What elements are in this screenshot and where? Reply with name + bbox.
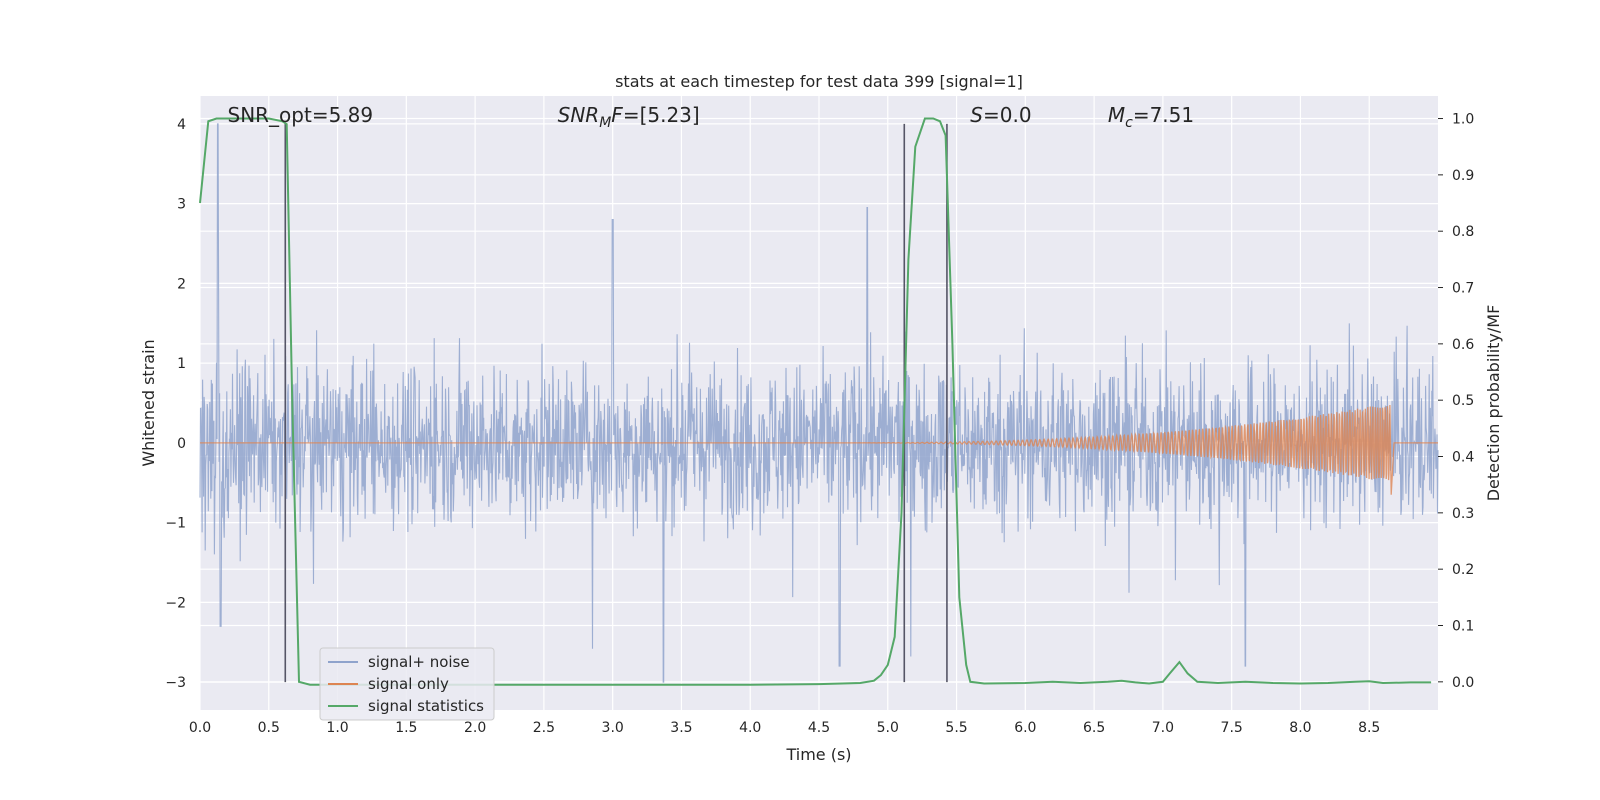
y-right-tick-label: 1.0 xyxy=(1452,112,1474,128)
x-tick-label: 5.0 xyxy=(877,720,899,736)
y-left-tick-label: −3 xyxy=(165,675,186,691)
noise-line xyxy=(199,123,1439,683)
chart-title: stats at each timestep for test data 399… xyxy=(615,72,1023,91)
y-left-tick-label: 4 xyxy=(177,117,186,133)
y-left-tick-label: 0 xyxy=(177,436,186,452)
annotation-text: Mc=7.51 xyxy=(1108,103,1194,131)
y-right-tick-label: 0.4 xyxy=(1452,450,1474,466)
y-right-tick-labels: 1.0 0.9 0.8 0.7 0.6 0.5 0.4 0.3 0.2 0.1 0.0 xyxy=(1438,112,1474,691)
legend-box xyxy=(319,647,495,721)
y-left-tick-label: −2 xyxy=(165,595,186,611)
x-tick-label: 6.5 xyxy=(1083,720,1105,736)
legend: signal+ noise signal only signal statist… xyxy=(319,647,495,721)
y-left-axis-label: Whitened strain xyxy=(139,339,158,466)
y-left-tick-labels: 4 3 2 1 0 −1 −2 −3 xyxy=(165,117,186,691)
y-right-tick-label: 0.5 xyxy=(1452,393,1474,409)
y-left-tick-label: 1 xyxy=(177,356,186,372)
series-signal-statistics xyxy=(199,117,1432,686)
y-right-tick-label: 0.1 xyxy=(1452,619,1474,635)
statistics-line xyxy=(199,117,1432,686)
annotation-text: S=0.0 xyxy=(970,103,1031,127)
x-tick-label: 3.0 xyxy=(602,720,624,736)
series-signal-only xyxy=(200,404,1438,495)
x-tick-label: 1.5 xyxy=(395,720,417,736)
x-tick-label: 1.0 xyxy=(326,720,348,736)
y-right-tick-label: 0.2 xyxy=(1452,562,1474,578)
x-tick-label: 4.0 xyxy=(739,720,761,736)
x-tick-label: 8.5 xyxy=(1358,720,1380,736)
x-tick-label: 2.0 xyxy=(464,720,486,736)
legend-label-statistics: signal statistics xyxy=(368,697,484,715)
chirp-line xyxy=(200,404,1438,495)
series-signal-plus-noise xyxy=(199,123,1439,683)
x-tick-label: 4.5 xyxy=(808,720,830,736)
y-right-tick-label: 0.3 xyxy=(1452,506,1474,522)
y-right-tick-label: 0.0 xyxy=(1452,675,1474,691)
annotation-text: SNRMF=[5.23] xyxy=(558,103,700,131)
x-tick-label: 7.5 xyxy=(1221,720,1243,736)
x-tick-label: 3.5 xyxy=(670,720,692,736)
x-tick-label: 0.5 xyxy=(258,720,280,736)
x-axis-label: Time (s) xyxy=(785,745,851,764)
x-tick-labels: 0.0 0.5 1.0 1.5 2.0 2.5 3.0 3.5 4.0 4.5 5.0 5.5 6.0 6… xyxy=(189,720,1380,736)
x-tick-label: 0.0 xyxy=(189,720,211,736)
y-right-tick-label: 0.7 xyxy=(1452,281,1474,297)
y-right-axis-label: Detection probability/MF xyxy=(1484,305,1503,502)
annotations: SNR_opt=5.89 SNRMF=[5.23] S=0.0 Mc=7.51 xyxy=(228,103,1195,131)
annotation-text: SNR_opt=5.89 xyxy=(228,103,374,127)
y-right-tick-label: 0.9 xyxy=(1452,168,1474,184)
y-right-tick-label: 0.8 xyxy=(1452,224,1474,240)
x-tick-label: 6.0 xyxy=(1014,720,1036,736)
x-tick-label: 2.5 xyxy=(533,720,555,736)
y-right-tick-label: 0.6 xyxy=(1452,337,1474,353)
y-left-tick-label: 3 xyxy=(177,197,186,213)
legend-label-noise: signal+ noise xyxy=(368,653,470,671)
x-tick-label: 5.5 xyxy=(945,720,967,736)
legend-label-signal-only: signal only xyxy=(368,675,449,693)
y-left-tick-label: 2 xyxy=(177,276,186,292)
y-left-tick-label: −1 xyxy=(165,516,186,532)
x-tick-label: 7.0 xyxy=(1152,720,1174,736)
x-tick-label: 8.0 xyxy=(1289,720,1311,736)
